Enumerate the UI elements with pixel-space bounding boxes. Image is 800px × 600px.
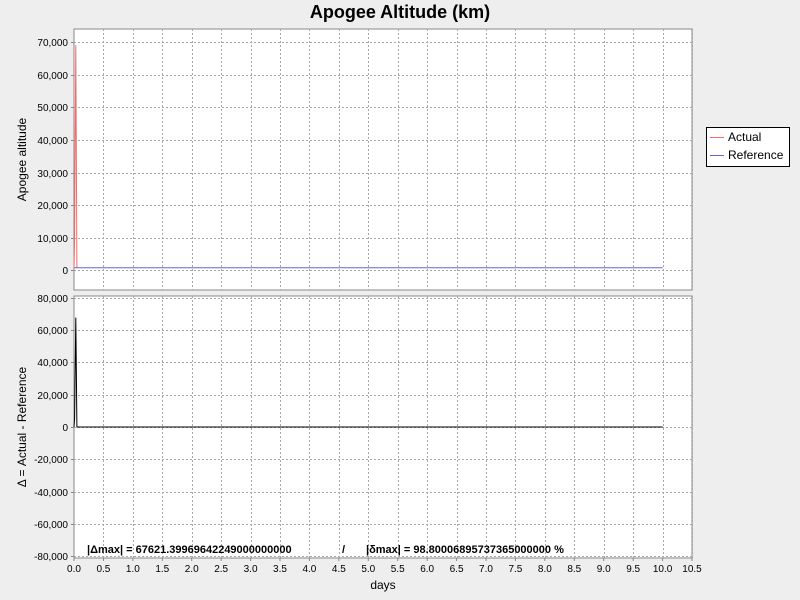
annotation-separator: / [342,544,345,556]
annotation-delta-max: |Δmax| = 67621.39969642249000000000 [87,544,292,556]
x-tick-label: 8.0 [538,564,552,575]
x-tick-label: 7.5 [508,564,522,575]
y-tick-label-top: 50,000 [37,103,68,114]
legend-item-reference: Reference [707,146,789,164]
x-tick-label: 2.5 [214,564,228,575]
chart-title: Apogee Altitude (km) [309,2,491,22]
x-tick-label: 6.5 [450,564,464,575]
legend-item-actual: Actual [707,128,789,146]
y-tick-label-bottom: 40,000 [37,358,68,369]
y-tick-label-top: 10,000 [37,234,68,245]
plot-area-top [73,28,693,291]
x-tick-label: 0.5 [96,564,110,575]
x-tick-label: 1.0 [126,564,140,575]
x-tick-label: 9.0 [597,564,611,575]
x-tick-label: 10.5 [682,564,702,575]
y-tick-label-top: 20,000 [37,201,68,212]
x-tick-label: 3.5 [273,564,287,575]
x-tick-label: 7.0 [479,564,493,575]
y-tick-label-bottom: -80,000 [34,552,68,563]
x-tick-label: 5.0 [361,564,375,575]
y-tick-label-bottom: 80,000 [37,294,68,305]
legend-swatch-actual [710,137,724,138]
series-line-actual [73,45,78,268]
x-tick-label: 2.0 [185,564,199,575]
y-tick-label-bottom: -40,000 [34,488,68,499]
legend-label-reference: Reference [728,148,784,162]
x-tick-label: 4.0 [302,564,316,575]
y-tick-label-top: 70,000 [37,38,68,49]
legend: Actual Reference [706,127,790,167]
x-tick-label: 4.5 [332,564,346,575]
y-tick-label-top: 40,000 [37,136,68,147]
x-tick-label: 6.0 [420,564,434,575]
legend-swatch-reference [710,155,724,156]
y-tick-label-top: 30,000 [37,169,68,180]
x-tick-label: 1.5 [155,564,169,575]
y-tick-label-bottom: 0 [62,423,68,434]
x-tick-label: 5.5 [391,564,405,575]
y-tick-label-top: 60,000 [37,71,68,82]
x-tick-label: 3.0 [244,564,258,575]
y-axis-label-top: Apogee altitude [15,117,29,201]
y-axis-label-bottom: Δ = Actual - Reference [15,366,29,487]
legend-label-actual: Actual [728,130,762,144]
y-tick-label-top: 0 [62,266,68,277]
annotation-rel-max: |δmax| = 98.80006895737365000000 % [366,544,564,556]
x-tick-label: 9.5 [626,564,640,575]
x-axis-label: days [370,578,395,592]
y-tick-label-bottom: 60,000 [37,326,68,337]
y-tick-label-bottom: -20,000 [34,455,68,466]
y-tick-label-bottom: 20,000 [37,391,68,402]
x-tick-label: 10.0 [653,564,673,575]
series-line-delta [73,317,663,428]
y-tick-label-bottom: -60,000 [34,520,68,531]
x-tick-label: 0.0 [67,564,81,575]
x-tick-label: 8.5 [567,564,581,575]
